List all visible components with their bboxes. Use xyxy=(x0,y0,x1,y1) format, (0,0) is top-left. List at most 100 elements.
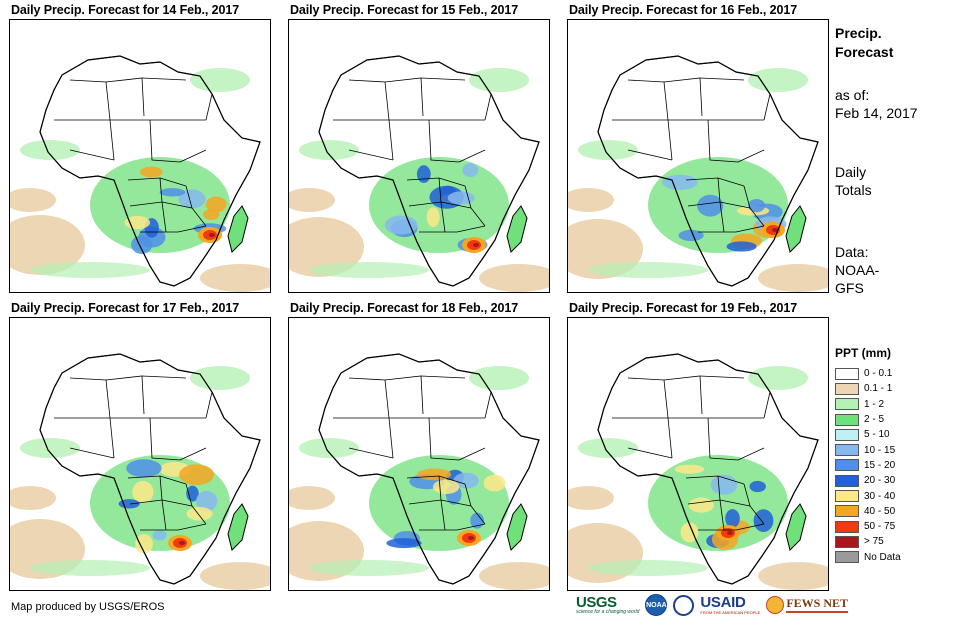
madagascar-outline xyxy=(227,205,249,253)
rain-band-1-2mm xyxy=(469,366,529,390)
rain-core xyxy=(680,522,699,543)
country-border xyxy=(458,149,486,163)
legend-row: 1 - 2 xyxy=(835,397,945,412)
as-of-date: as of: Feb 14, 2017 xyxy=(835,86,918,122)
rain-core xyxy=(674,464,705,474)
rain-core xyxy=(688,497,714,513)
country-border xyxy=(438,177,446,233)
fewsnet-logo: FEWS NET xyxy=(766,596,848,614)
legend-swatch xyxy=(835,490,859,503)
country-border xyxy=(707,119,739,163)
legend-label: 40 - 50 xyxy=(864,505,896,517)
legend-label: 5 - 10 xyxy=(864,429,890,441)
rain-core xyxy=(426,207,440,228)
usaid-wordmark: USAID xyxy=(700,594,746,611)
country-border xyxy=(149,119,181,163)
usgs-tagline: science for a changing world xyxy=(576,609,640,615)
rain-core xyxy=(416,165,431,183)
country-border xyxy=(627,149,673,161)
heavy-rain-over-75mm xyxy=(468,536,474,540)
dry-ocean-patch xyxy=(200,562,270,590)
precip-map xyxy=(567,19,829,293)
legend-row: 10 - 15 xyxy=(835,442,945,457)
country-border xyxy=(159,475,167,531)
rain-core xyxy=(135,534,153,554)
legend-swatch xyxy=(835,428,859,441)
panel-title: Daily Precip. Forecast for 17 Feb., 2017 xyxy=(11,301,240,315)
country-border xyxy=(737,149,765,163)
data-source-line1: Data: xyxy=(835,244,869,260)
rain-core xyxy=(179,464,215,486)
rain-core xyxy=(196,490,218,512)
panel-title: Daily Precip. Forecast for 16 Feb., 2017 xyxy=(569,3,798,17)
legend-swatch xyxy=(835,459,859,472)
country-border xyxy=(428,119,460,163)
country-border xyxy=(743,185,765,227)
panel-title: Daily Precip. Forecast for 14 Feb., 2017 xyxy=(11,3,240,17)
data-source-line3: GFS xyxy=(835,280,864,296)
africa-map-svg xyxy=(289,55,549,292)
legend-label: 0 - 0.1 xyxy=(864,368,893,380)
coastline xyxy=(318,55,540,287)
dry-ocean-patch xyxy=(10,188,56,212)
dry-ocean-patch xyxy=(568,486,614,510)
usgs-wordmark: USGS xyxy=(576,594,617,611)
country-border xyxy=(388,119,394,161)
country-border xyxy=(699,375,745,379)
country-border xyxy=(438,475,446,531)
legend-label: 15 - 20 xyxy=(864,459,896,471)
madagascar-outline xyxy=(785,503,807,551)
legend-row: No Data xyxy=(835,550,945,565)
legend-swatch xyxy=(835,535,859,548)
country-border xyxy=(179,447,207,461)
africa-map-svg xyxy=(568,55,828,292)
africa-map-svg xyxy=(10,55,270,292)
dry-ocean-patch xyxy=(568,188,614,212)
legend-label: 50 - 75 xyxy=(864,521,896,533)
rain-core xyxy=(132,480,154,504)
legend-row: 30 - 40 xyxy=(835,488,945,503)
legend-row: 0 - 0.1 xyxy=(835,366,945,381)
rain-core xyxy=(662,174,698,190)
usaid-logo: USAID FROM THE AMERICAN PEOPLE xyxy=(700,595,760,615)
dry-ocean-patch xyxy=(10,486,56,510)
rain-core xyxy=(205,196,227,213)
agency-logos: USGS science for a changing world NOAA U… xyxy=(576,594,848,616)
legend-rows: 0 - 0.1 0.1 - 1 1 - 2 2 - 5 5 - 10 10 - 15 15 … xyxy=(835,366,945,565)
country-border xyxy=(484,391,492,419)
coastline xyxy=(318,353,540,585)
country-border xyxy=(698,523,765,531)
rain-band-1-2mm xyxy=(309,560,429,576)
country-border xyxy=(464,185,486,227)
dry-ocean-patch xyxy=(479,562,549,590)
rain-core xyxy=(139,166,163,178)
country-border xyxy=(388,417,394,459)
country-border xyxy=(140,225,207,233)
dry-ocean-patch xyxy=(289,486,335,510)
dry-ocean-patch xyxy=(758,264,828,292)
panel-title: Daily Precip. Forecast for 19 Feb., 2017 xyxy=(569,301,798,315)
usaid-tagline: FROM THE AMERICAN PEOPLE xyxy=(700,610,761,615)
precip-map xyxy=(288,317,550,591)
rain-core xyxy=(178,189,206,209)
country-border xyxy=(140,523,207,531)
legend-swatch xyxy=(835,444,859,457)
noaa-logo: NOAA xyxy=(645,594,668,616)
country-border xyxy=(707,417,739,461)
legend-row: 20 - 30 xyxy=(835,473,945,488)
country-border xyxy=(185,185,207,227)
madagascar-outline xyxy=(227,503,249,551)
data-source: Data: NOAA- GFS xyxy=(835,243,879,297)
rain-band-1-2mm xyxy=(20,438,80,458)
rain-band-1-2mm xyxy=(30,560,150,576)
fewsnet-wordmark: FEWS NET xyxy=(786,597,848,613)
legend-title: PPT (mm) xyxy=(835,346,892,360)
country-border xyxy=(458,447,486,461)
legend-row: 5 - 10 xyxy=(835,427,945,442)
rain-band-1-2mm xyxy=(588,560,708,576)
country-border xyxy=(420,77,466,81)
country-border xyxy=(763,391,771,419)
legend-swatch xyxy=(835,474,859,487)
rain-core xyxy=(483,474,506,492)
map-credit: Map produced by USGS/EROS xyxy=(11,601,165,613)
